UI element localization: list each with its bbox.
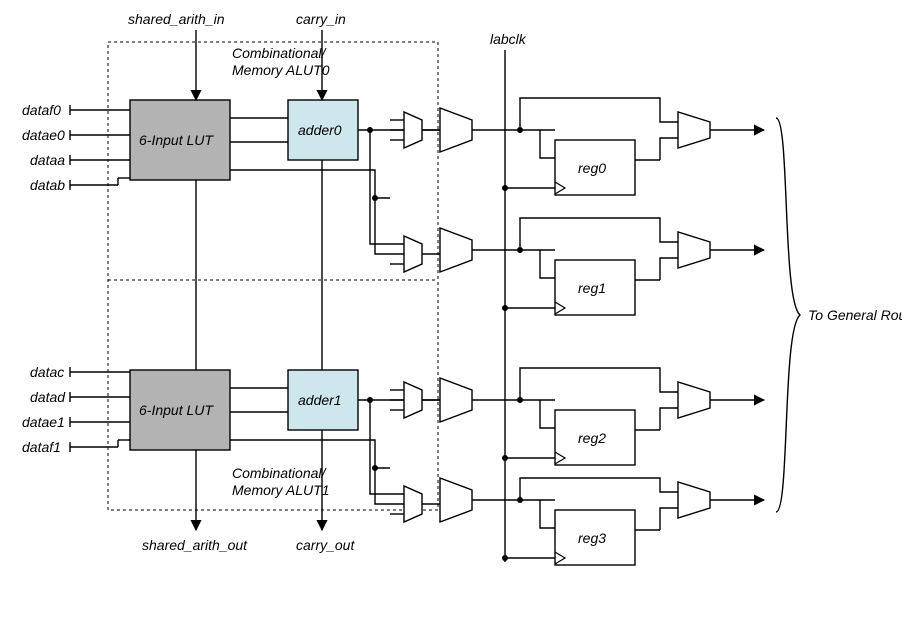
alut0-label-line1: Combinational/ — [232, 45, 327, 61]
datae0-label: datae0 — [22, 127, 65, 143]
to-general-routing-label: To General Routing — [808, 307, 902, 323]
mux2 — [440, 378, 472, 422]
labclk-label: labclk — [490, 31, 527, 47]
reg2-label: reg2 — [578, 430, 606, 446]
mux0 — [440, 108, 472, 152]
outmux1 — [678, 232, 710, 268]
adder0-label: adder0 — [298, 122, 342, 138]
alut1-label-line1: Combinational/ — [232, 465, 327, 481]
shared-arith-out-label: shared_arith_out — [142, 537, 248, 553]
dataf1-label: dataf1 — [22, 439, 61, 455]
input-pins: dataf0 datae0 dataa datab datac datad da… — [22, 102, 130, 455]
lut0-label: 6-Input LUT — [139, 132, 214, 148]
shared-arith-in-label: shared_arith_in — [128, 11, 225, 27]
adder1-label: adder1 — [298, 392, 342, 408]
mux3 — [440, 478, 472, 522]
output-brace — [776, 118, 800, 512]
outmux0 — [678, 112, 710, 148]
datab-label: datab — [30, 177, 65, 193]
lut1-label: 6-Input LUT — [139, 402, 214, 418]
alut1-label-line2: Memory ALUT1 — [232, 482, 330, 498]
dataf0-label: dataf0 — [22, 102, 61, 118]
carry-in-label: carry_in — [296, 11, 346, 27]
mux1 — [440, 228, 472, 272]
alut0-label-line2: Memory ALUT0 — [232, 62, 330, 78]
wire-lut1-bypass-a — [230, 440, 390, 468]
reg1-label: reg1 — [578, 280, 606, 296]
reg3-label: reg3 — [578, 530, 606, 546]
mux-group: reg0 reg1 — [358, 98, 764, 565]
dataa-label: dataa — [30, 152, 65, 168]
carry-out-label: carry_out — [296, 537, 355, 553]
datac-label: datac — [30, 364, 64, 380]
outmux3 — [678, 482, 710, 518]
datad-label: datad — [30, 389, 66, 405]
reg0-label: reg0 — [578, 160, 606, 176]
datae1-label: datae1 — [22, 414, 65, 430]
outmux2 — [678, 382, 710, 418]
wire-lut0-bypass-a — [230, 170, 390, 198]
